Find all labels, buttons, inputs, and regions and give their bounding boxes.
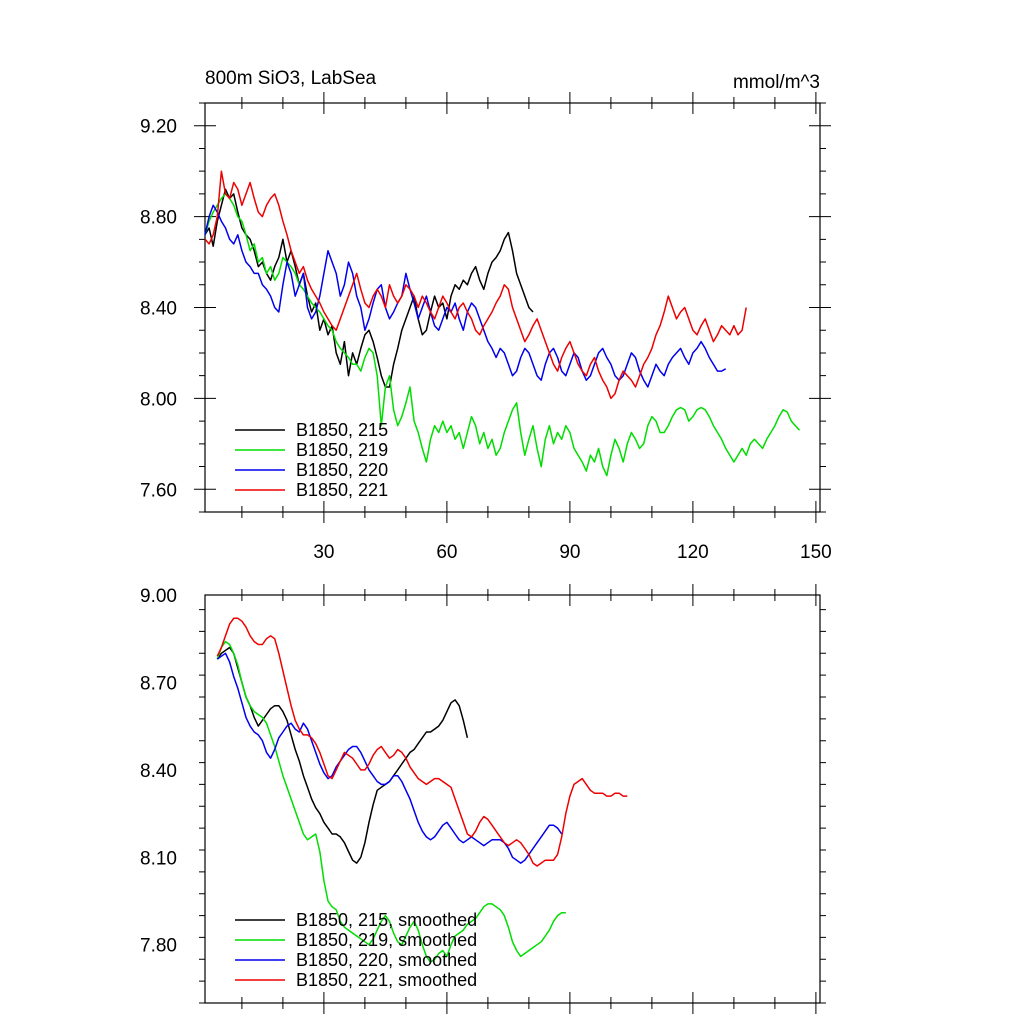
x-axis-ticks: [241, 92, 817, 523]
x-tick-label: 120: [677, 542, 709, 563]
top-panel: 7.60 8.00 8.40 8.80 9.20 30 60 90 120 150 800m SiO…: [140, 68, 832, 563]
y-tick-label: 8.80: [140, 208, 177, 229]
y-tick-label: 9.20: [140, 117, 177, 138]
y-tick-label: 7.80: [140, 936, 177, 957]
series-line-4: [216, 617, 628, 867]
x-axis-ticks: [241, 584, 817, 1014]
legend-entry: B1850, 220: [296, 460, 388, 480]
legend-entry: B1850, 219: [296, 440, 388, 460]
y-axis-ticks: [194, 102, 831, 513]
legend-entry: B1850, 219, smoothed: [296, 930, 477, 950]
legend-entry: B1850, 221, smoothed: [296, 970, 477, 990]
series-line-4: [204, 170, 747, 400]
y-tick-label: 8.40: [140, 761, 177, 782]
series-line-2: [204, 193, 801, 477]
x-tick-label: 60: [436, 542, 457, 563]
series-line-1: [216, 646, 469, 864]
y-tick-label: 7.60: [140, 480, 177, 501]
chart-units: mmol/m^3: [733, 72, 820, 93]
bottom-panel: 7.80 8.10 8.40 8.70 9.00 B1850, 215, smoothed…: [140, 584, 826, 1014]
x-tick-label: 30: [313, 542, 334, 563]
x-tick-label: 150: [800, 542, 832, 563]
chart-title: 800m SiO3, LabSea: [205, 68, 377, 89]
series-line-1: [204, 188, 534, 388]
y-tick-label: 8.00: [140, 389, 177, 410]
legend-entry: B1850, 215, smoothed: [296, 910, 477, 930]
legend-entry: B1850, 220, smoothed: [296, 950, 477, 970]
plot-frame: [204, 594, 821, 1004]
y-tick-label: 8.10: [140, 848, 177, 869]
y-tick-label: 9.00: [140, 586, 177, 607]
series-line-3: [204, 204, 727, 388]
x-tick-label: 90: [559, 542, 580, 563]
legend-entry: B1850, 215: [296, 420, 388, 440]
y-axis-ticks: [199, 609, 826, 1004]
y-tick-label: 8.40: [140, 299, 177, 320]
legend-entry: B1850, 221: [296, 480, 388, 500]
y-tick-label: 8.70: [140, 673, 177, 694]
